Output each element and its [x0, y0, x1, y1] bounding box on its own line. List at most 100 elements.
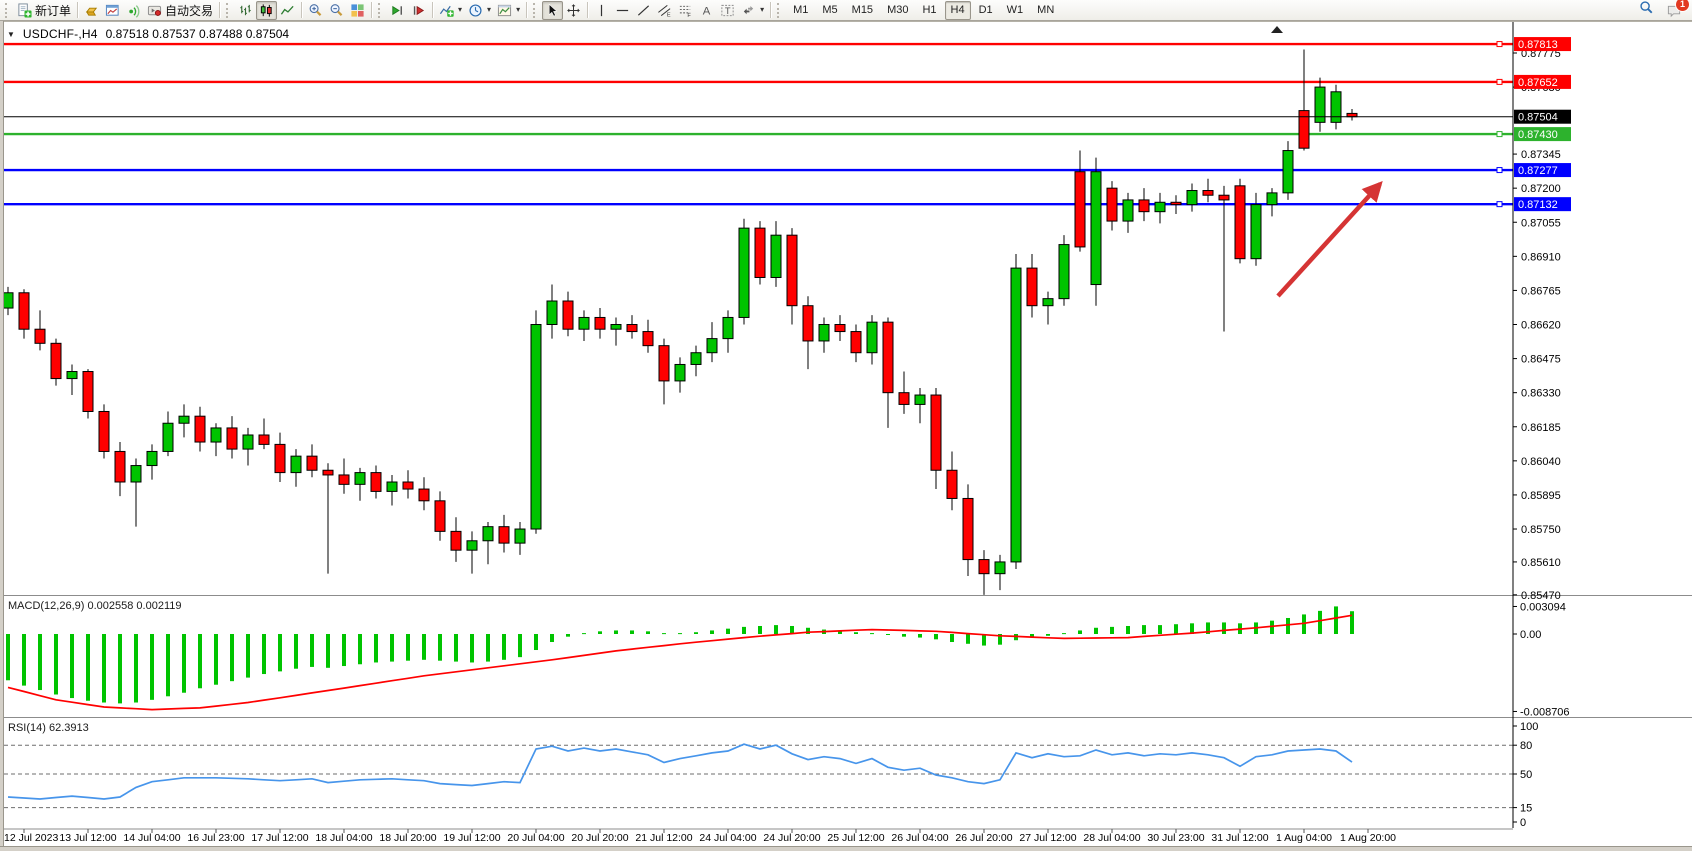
price-tick-label: 0.86475 — [1521, 354, 1561, 366]
timeframe-H4[interactable]: H4 — [944, 0, 971, 20]
timeframe-MN[interactable]: MN — [1037, 3, 1055, 16]
chart-shift-button[interactable] — [408, 1, 429, 20]
tile-windows-button[interactable] — [347, 1, 368, 20]
line-chart-mode-button[interactable] — [277, 1, 298, 20]
notifications-icon[interactable]: 1 — [1666, 0, 1689, 18]
market-depth-button[interactable] — [81, 1, 102, 20]
vertical-line-tool-button[interactable] — [591, 1, 612, 20]
toolbar-separator — [371, 2, 373, 18]
time-label: 24 Jul 04:00 — [699, 832, 756, 844]
macd-histogram-bar — [758, 625, 762, 634]
timeframe-M15[interactable]: M15 — [851, 3, 874, 16]
macd-histogram-bar — [870, 633, 874, 635]
macd-histogram-bar — [134, 634, 138, 703]
price-tick-label: 0.86330 — [1521, 388, 1561, 400]
candle-body — [1250, 204, 1262, 260]
chart-ohlc-values: 0.87518 0.87537 0.87488 0.87504 — [105, 27, 290, 41]
candle-body — [658, 345, 670, 382]
macd-values: 0.002558 0.002119 — [87, 600, 182, 612]
cursor-tool-button[interactable] — [542, 0, 564, 20]
zoom-in-button[interactable] — [305, 1, 326, 20]
periods-clock-icon — [468, 3, 483, 18]
svg-text:F: F — [687, 13, 691, 18]
candle-body — [898, 392, 910, 405]
channel-tool-button[interactable]: E — [654, 1, 675, 20]
macd-histogram-bar — [1270, 620, 1274, 634]
candle-body — [386, 481, 398, 492]
chart-shift-icon — [411, 3, 426, 18]
rsi-tick-label: 0 — [1520, 817, 1526, 829]
new-order-button[interactable]: 新订单 — [14, 1, 74, 20]
horizontal-line-tool-button[interactable] — [612, 1, 633, 20]
indicators-icon — [439, 3, 454, 18]
templates-button[interactable]: ▾ — [494, 1, 523, 20]
candle-body — [482, 526, 494, 542]
autotrading-button[interactable]: 自动交易 — [144, 1, 216, 20]
signals-button[interactable] — [123, 1, 144, 20]
price-badge — [1514, 163, 1571, 178]
candle-body — [722, 316, 734, 340]
indicators-dropdown-caret[interactable]: ▾ — [458, 5, 463, 14]
candle-body — [1026, 267, 1038, 307]
auto-scroll-icon — [390, 3, 405, 18]
chart-shift-marker[interactable] — [1271, 26, 1283, 33]
bar-chart-mode-button[interactable] — [235, 1, 256, 20]
macd-histogram-bar — [1030, 634, 1034, 638]
candle-body — [322, 469, 334, 476]
crosshair-tool-button[interactable] — [563, 1, 584, 20]
candlestick-mode-button[interactable] — [256, 0, 278, 20]
timeframe-M1[interactable]: M1 — [793, 3, 809, 16]
timeframe-H1[interactable]: H1 — [922, 3, 937, 16]
new-chart-button[interactable] — [102, 1, 123, 20]
macd-histogram-bar — [1110, 626, 1114, 634]
timeframe-M5[interactable]: M5 — [822, 3, 838, 16]
candle-body — [1138, 199, 1150, 213]
candle-body — [706, 338, 718, 354]
text-tool-button[interactable]: A — [696, 1, 717, 20]
time-label: 1 Aug 04:00 — [1276, 832, 1332, 844]
trendline-tool-button[interactable] — [633, 1, 654, 20]
macd-histogram-bar — [566, 634, 570, 637]
macd-histogram-bar — [22, 634, 26, 686]
templates-dropdown-caret[interactable]: ▾ — [516, 5, 521, 14]
indicators-button[interactable]: ▾ — [436, 1, 465, 20]
timeframe-W1[interactable]: W1 — [1006, 3, 1024, 16]
toolbar-separator — [526, 2, 528, 18]
new-order-label: 新订单 — [35, 3, 72, 18]
price-line-handle — [1496, 41, 1503, 48]
macd-histogram-bar — [422, 634, 426, 660]
periods-dropdown-caret[interactable]: ▾ — [487, 5, 492, 14]
timeframe-M30[interactable]: M30 — [887, 3, 909, 16]
macd-histogram-bar — [966, 634, 970, 644]
candle-body — [738, 227, 750, 318]
zoom-out-button[interactable] — [326, 1, 347, 20]
candle-body — [114, 450, 126, 483]
macd-histogram-bar — [1286, 617, 1290, 634]
text-label-tool-button[interactable]: T — [717, 1, 738, 20]
svg-text:T: T — [725, 5, 731, 15]
fibonacci-tool-button[interactable]: F — [675, 1, 696, 20]
auto-scroll-button[interactable] — [387, 1, 408, 20]
macd-histogram-bar — [1302, 614, 1306, 634]
arrows-tool-button[interactable]: ▾ — [738, 1, 767, 20]
price-badge — [1514, 127, 1571, 142]
price-tick-label: 0.87345 — [1521, 149, 1561, 161]
periods-button[interactable]: ▾ — [465, 1, 494, 20]
time-label: 20 Jul 04:00 — [507, 832, 564, 844]
arrows-dropdown-caret[interactable]: ▾ — [760, 5, 765, 14]
time-label: 13 Jul 12:00 — [59, 832, 116, 844]
text-icon: A — [699, 3, 714, 18]
annotation-arrow[interactable] — [1276, 181, 1383, 298]
rsi-line — [7, 743, 1353, 800]
price-tick-label: 0.86620 — [1521, 320, 1561, 332]
time-label: 16 Jul 23:00 — [187, 832, 244, 844]
search-icon[interactable] — [1639, 0, 1654, 20]
autotrading-icon — [147, 3, 162, 18]
macd-histogram-bar — [326, 634, 330, 668]
chart-menu-icon[interactable]: ▼ — [7, 29, 15, 39]
candle-body — [418, 488, 430, 502]
equidistant-channel-icon: E — [657, 3, 672, 18]
svg-text:A: A — [703, 5, 711, 17]
timeframe-D1[interactable]: D1 — [978, 3, 993, 16]
